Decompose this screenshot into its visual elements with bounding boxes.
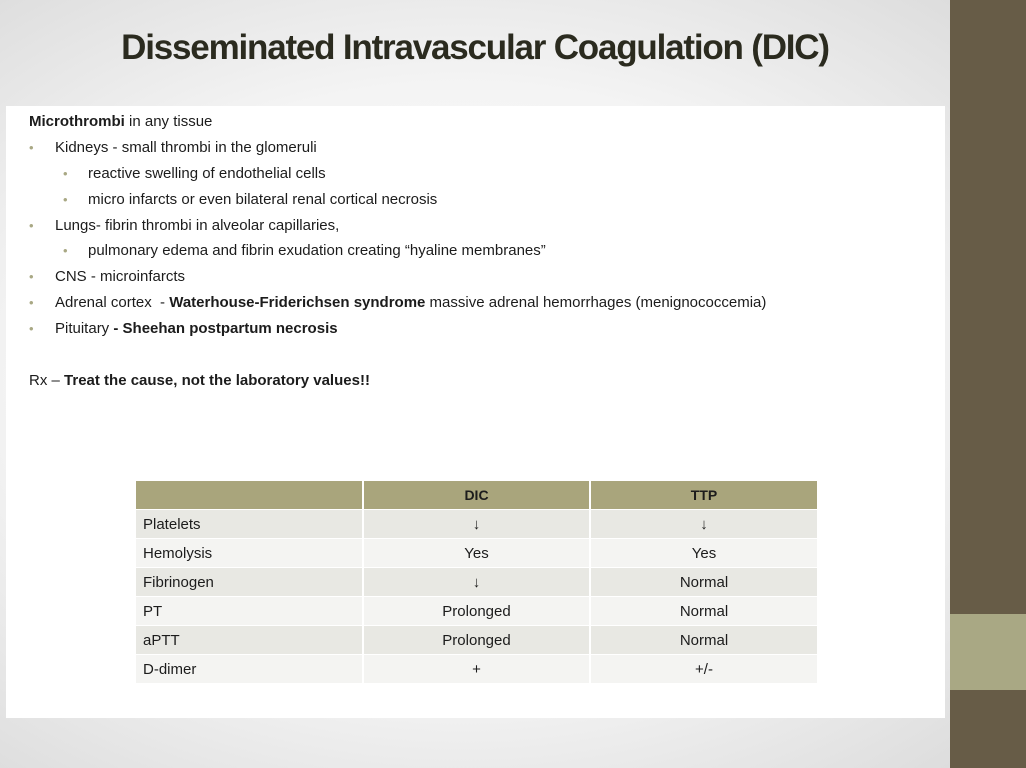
table-row: D-dimer + +/- [134, 654, 819, 684]
rx-line: Rx – Treat the cause, not the laboratory… [29, 371, 370, 391]
microthrombi-line: Microthrombi in any tissue [29, 112, 212, 132]
bullet-adrenal: Adrenal cortex - Waterhouse-Friderichsen… [55, 293, 766, 313]
bullet-cns: CNS - microinfarcts [55, 268, 186, 285]
content-box: Microthrombi in any tissue • Kidneys - s… [6, 106, 945, 718]
row-label: PT [134, 596, 364, 626]
rx-prefix: Rx – [29, 372, 65, 389]
adrenal-suffix: massive adrenal hemorrhages (menignococc… [425, 294, 767, 311]
pituitary-prefix: Pituitary [55, 320, 114, 337]
bullet-icon: • [29, 218, 34, 233]
bullet-pituitary: Pituitary - Sheehan postpartum necrosis [55, 319, 338, 339]
bullet-icon: • [63, 243, 68, 258]
table-cell: Prolonged [362, 625, 591, 655]
table-cell: ↓ [362, 509, 591, 539]
subbullet-kidneys-1: reactive swelling of endothelial cells [88, 165, 326, 182]
bullet-icon: • [29, 269, 34, 284]
table-cell: Normal [589, 567, 819, 597]
subbullet-kidneys-2: micro infarcts or even bilateral renal c… [88, 191, 438, 208]
subbullet-lungs-1: pulmonary edema and fibrin exudation cre… [88, 242, 546, 259]
table-row: Fibrinogen ↓ Normal [134, 567, 819, 597]
table-row: PT Prolonged Normal [134, 596, 819, 626]
table-cell: Yes [362, 538, 591, 568]
table-cell: Normal [589, 596, 819, 626]
comparison-table: DIC TTP Platelets ↓ ↓ Hemolysis Yes Yes … [134, 480, 819, 684]
table-cell: Prolonged [362, 596, 591, 626]
adrenal-syndrome: Waterhouse-Friderichsen syndrome [169, 294, 426, 311]
bullet-icon: • [29, 295, 34, 310]
bullet-lungs: Lungs- fibrin thrombi in alveolar capill… [55, 217, 340, 234]
table-header-row: DIC TTP [134, 480, 819, 510]
bullet-icon: • [63, 166, 68, 181]
table-cell: ↓ [362, 567, 591, 597]
row-label: D-dimer [134, 654, 364, 684]
table-row: Platelets ↓ ↓ [134, 509, 819, 539]
row-label: Platelets [134, 509, 364, 539]
slide-title: Disseminated Intravascular Coagulation (… [121, 28, 830, 67]
sidebar-accent-block [950, 614, 1026, 690]
microthrombi-rest: in any tissue [124, 113, 213, 130]
bullet-icon: • [63, 192, 68, 207]
row-label: aPTT [134, 625, 364, 655]
column-header: DIC [362, 480, 591, 510]
table-cell: Normal [589, 625, 819, 655]
column-header: TTP [589, 480, 819, 510]
row-label: Hemolysis [134, 538, 364, 568]
bullet-kidneys: Kidneys - small thrombi in the glomeruli [55, 139, 317, 156]
table-row: aPTT Prolonged Normal [134, 625, 819, 655]
table-cell: Yes [589, 538, 819, 568]
table-cell: +/- [589, 654, 819, 684]
bullet-icon: • [29, 140, 34, 155]
pituitary-necrosis: - Sheehan postpartum necrosis [113, 320, 338, 337]
row-label: Fibrinogen [134, 567, 364, 597]
table-cell: ↓ [589, 509, 819, 539]
column-header [134, 480, 364, 510]
rx-statement: Treat the cause, not the laboratory valu… [64, 372, 370, 389]
adrenal-prefix: Adrenal cortex - [55, 294, 170, 311]
table-cell: + [362, 654, 591, 684]
bullet-icon: • [29, 321, 34, 336]
microthrombi-term: Microthrombi [29, 113, 125, 130]
table-row: Hemolysis Yes Yes [134, 538, 819, 568]
